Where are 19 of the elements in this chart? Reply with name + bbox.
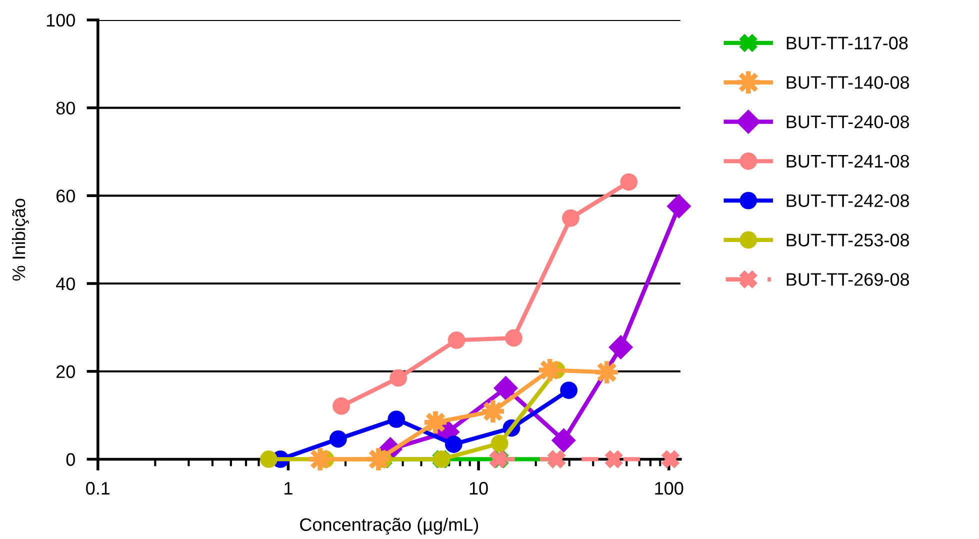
y-tick-label: 60: [56, 190, 75, 202]
legend-label: BUT-TT-241-08: [786, 154, 910, 168]
x-tick-label: 100: [655, 482, 684, 495]
y-tick-label: 20: [56, 365, 75, 378]
legend-label: BUT-TT-253-08: [786, 234, 910, 246]
legend-label: BUT-TT-140-08: [786, 76, 910, 89]
y-tick-label: 0: [66, 453, 75, 466]
legend-label: BUT-TT-242-08: [786, 194, 910, 208]
legend-label: BUT-TT-240-08: [786, 115, 910, 128]
x-tick-label: 10: [470, 482, 488, 495]
y-tick-label: 40: [56, 277, 75, 290]
y-tick-label: 80: [56, 102, 75, 115]
y-axis-title: % Inibição: [12, 198, 29, 281]
legend-label: BUT-TT-117-08: [786, 36, 908, 50]
x-tick-label: 0.1: [86, 482, 110, 495]
legend-label: BUT-TT-269-08: [786, 273, 910, 286]
y-tick-label: 100: [46, 14, 75, 27]
x-axis-title: Concentração (µg/mL): [300, 518, 478, 535]
x-tick-label: 1: [284, 482, 292, 495]
